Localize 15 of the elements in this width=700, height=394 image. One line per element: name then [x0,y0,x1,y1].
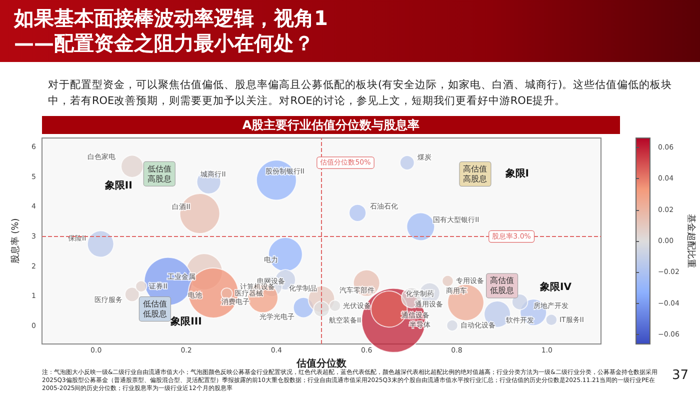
color-bar-title: 基金超配比重 [686,214,696,268]
annotation: 高估值高股息 [463,164,488,184]
annotation: 低估值低股息 [142,299,167,318]
annotation: 象限IV [538,280,572,293]
text: 对于配置型资金，可以聚焦估值偏低、股息率偏高且公募低配的板块(有安全边际，如家电、白酒、城商行)。这些估值偏低的板块中，若有ROE改善预期，则需要更加予以关注。对ROE的讨论，参见上文，短期我们更看好中游ROE提升。 [48,78,674,109]
chart-subtitle: A股主要行业估值分位数与股息率 [42,116,620,134]
text: 37 [672,368,689,383]
annotation: 象限I [504,167,530,180]
annotation: 象限III [170,316,202,328]
annotation: 高估值低股息 [490,276,514,296]
x-axis-title: 估值分位数 [296,357,348,370]
y-axis-title: 股息率 (%) [10,218,22,264]
annotation: 象限II [104,179,132,192]
chart-title: 如果基本面接棒波动率逻辑，视角1 ——配置资金之阻力最小在何处？ [14,6,328,56]
annotation: 低估值高股息 [147,164,172,184]
